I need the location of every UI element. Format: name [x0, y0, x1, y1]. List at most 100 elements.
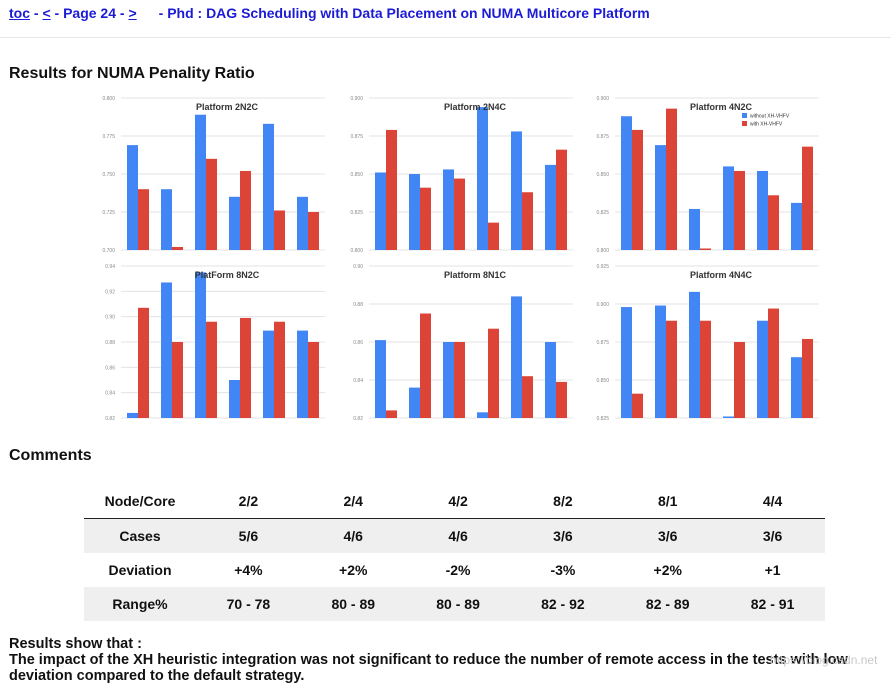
results-table: Node/Core 2/2 2/4 4/2 8/2 8/1 4/4 Cases …	[84, 484, 825, 621]
table-cell: 4/6	[405, 518, 511, 553]
bar-without-xh	[409, 387, 420, 418]
bar-with-xh	[206, 321, 217, 418]
table-cell: 82 - 92	[510, 587, 616, 621]
bar-with-xh	[700, 248, 711, 250]
y-tick-label: 0.92	[105, 289, 115, 295]
y-tick-label: 0.82	[105, 416, 115, 422]
bar-with-xh	[172, 342, 183, 418]
bar-without-xh	[689, 208, 700, 250]
y-tick-label: 0.875	[350, 134, 363, 140]
bar-with-xh	[386, 129, 397, 250]
next-page-link[interactable]: >	[128, 5, 137, 21]
bar-without-xh	[297, 196, 308, 250]
table-cell: +2%	[653, 562, 682, 578]
chart-svg: 0.800 0.775 0.750 0.725 0.700 Platform 2N2C	[102, 96, 325, 254]
y-tick-label: 0.900	[350, 96, 363, 102]
table-row: Range% 70 - 78 80 - 89 80 - 89 82 - 92 8…	[84, 587, 825, 621]
y-tick-label: 0.94	[105, 264, 115, 270]
bar-with-xh	[556, 149, 567, 250]
bar-without-xh	[511, 296, 522, 418]
bar-without-xh	[655, 145, 666, 250]
table-cell: 5/6	[196, 518, 301, 553]
bar-with-xh	[274, 321, 285, 418]
chart-platform-2n4c: 0.900 0.875 0.850 0.825 0.800 Platform 2N4C	[333, 90, 579, 258]
chart-title: PlatForm 8N2C	[195, 270, 260, 280]
table-row: Cases 5/6 4/6 4/6 3/6 3/6 3/6	[84, 518, 825, 553]
table-cell: 82 - 91	[720, 587, 825, 621]
bar-with-xh	[666, 320, 677, 418]
page-indicator: - Page 24 -	[50, 5, 129, 21]
bar-with-xh	[308, 342, 319, 418]
bar-with-xh	[522, 376, 533, 418]
y-tick-label: 0.850	[596, 172, 609, 178]
bar-without-xh	[723, 416, 734, 418]
bar-without-xh	[621, 307, 632, 418]
bar-without-xh	[263, 330, 274, 418]
bar-without-xh	[297, 330, 308, 418]
bar-with-xh	[240, 170, 251, 250]
bar-with-xh	[172, 246, 183, 250]
toc-link[interactable]: toc	[9, 5, 30, 21]
bar-without-xh	[477, 412, 488, 418]
y-tick-label: 0.86	[353, 340, 363, 346]
table-cell: -2%	[445, 562, 471, 578]
bar-with-xh	[522, 192, 533, 250]
table-header-cell: 4/4	[720, 484, 825, 519]
bar-without-xh	[161, 282, 172, 418]
y-tick-label: 0.800	[350, 248, 363, 254]
bar-with-xh	[556, 381, 567, 418]
table-cell: 3/6	[720, 518, 825, 553]
bar-with-xh	[420, 313, 431, 418]
y-tick-label: 0.825	[596, 416, 609, 422]
y-tick-label: 0.850	[596, 378, 609, 384]
bar-with-xh	[488, 328, 499, 418]
bar-with-xh	[768, 308, 779, 418]
bar-without-xh	[757, 320, 768, 418]
bar-without-xh	[511, 131, 522, 250]
bar-with-xh	[734, 170, 745, 250]
bar-without-xh	[621, 116, 632, 251]
chart-svg: 0.900 0.875 0.850 0.825 0.800 Platform 4N2C wi…	[596, 96, 819, 254]
bar-without-xh	[545, 342, 556, 418]
table-header-cell: 4/2	[405, 484, 511, 519]
legend-swatch-with	[742, 121, 747, 126]
y-tick-label: 0.875	[596, 340, 609, 346]
bar-without-xh	[375, 172, 386, 250]
bar-without-xh	[229, 380, 240, 418]
previous-page-link[interactable]: <	[42, 5, 51, 21]
bar-with-xh	[386, 410, 397, 418]
bar-without-xh	[655, 305, 666, 418]
table-cell: -3%	[550, 562, 576, 578]
watermark: https://blog.csdn.net	[770, 653, 878, 667]
y-tick-label: 0.825	[350, 210, 363, 216]
comments-heading: Comments	[9, 447, 92, 464]
table-header-cell: 8/2	[510, 484, 616, 519]
y-tick-label: 0.825	[596, 210, 609, 216]
bar-with-xh	[420, 187, 431, 250]
y-tick-label: 0.88	[353, 302, 363, 308]
conclusion-intro: Results show that :	[9, 636, 142, 652]
bar-without-xh	[375, 340, 386, 418]
bar-with-xh	[488, 222, 499, 250]
table-header-row: Node/Core 2/2 2/4 4/2 8/2 8/1 4/4	[84, 484, 825, 519]
bar-with-xh	[632, 393, 643, 418]
y-tick-label: 0.84	[353, 378, 363, 384]
chart-svg: 0.925 0.900 0.875 0.850 0.825 Platform 4N4C	[596, 264, 819, 422]
bar-with-xh	[802, 338, 813, 418]
y-tick-label: 0.88	[105, 340, 115, 346]
results-heading: Results for NUMA Penality Ratio	[9, 65, 255, 82]
y-tick-label: 0.84	[105, 391, 115, 397]
chart-title: Platform 2N4C	[444, 102, 507, 112]
table-cell: +4%	[234, 562, 263, 578]
bar-with-xh	[454, 342, 465, 418]
legend-label-without: without XH-VHFV	[750, 114, 790, 120]
y-tick-label: 0.800	[596, 248, 609, 254]
charts-grid: 0.800 0.775 0.750 0.725 0.700 Platform 2N2C 0…	[85, 90, 825, 428]
breadcrumb: toc - < - Page 24 - > - Phd : DAG Schedul…	[9, 5, 650, 21]
bar-with-xh	[206, 158, 217, 250]
bar-without-xh	[195, 272, 206, 418]
bar-with-xh	[274, 210, 285, 250]
chart-title: Platform 4N4C	[690, 270, 753, 280]
bar-without-xh	[229, 196, 240, 250]
bar-with-xh	[632, 129, 643, 250]
